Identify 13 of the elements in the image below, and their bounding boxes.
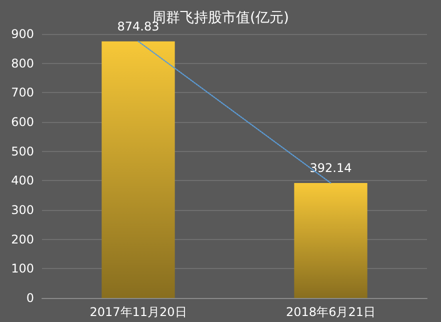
y-tick-label: 100	[11, 262, 34, 276]
y-tick-label: 700	[11, 86, 34, 100]
y-tick-label: 800	[11, 56, 34, 70]
y-tick-label: 200	[11, 232, 34, 246]
y-tick-label: 500	[11, 144, 34, 158]
y-tick-label: 900	[11, 27, 34, 41]
y-tick-label: 600	[11, 115, 34, 129]
y-tick-label: 300	[11, 203, 34, 217]
x-tick-label: 2017年11月20日	[90, 305, 187, 319]
y-tick-label: 0	[26, 291, 34, 305]
data-label: 392.14	[310, 160, 352, 175]
x-tick-label: 2018年6月21日	[286, 305, 376, 319]
y-tick-label: 400	[11, 174, 34, 188]
